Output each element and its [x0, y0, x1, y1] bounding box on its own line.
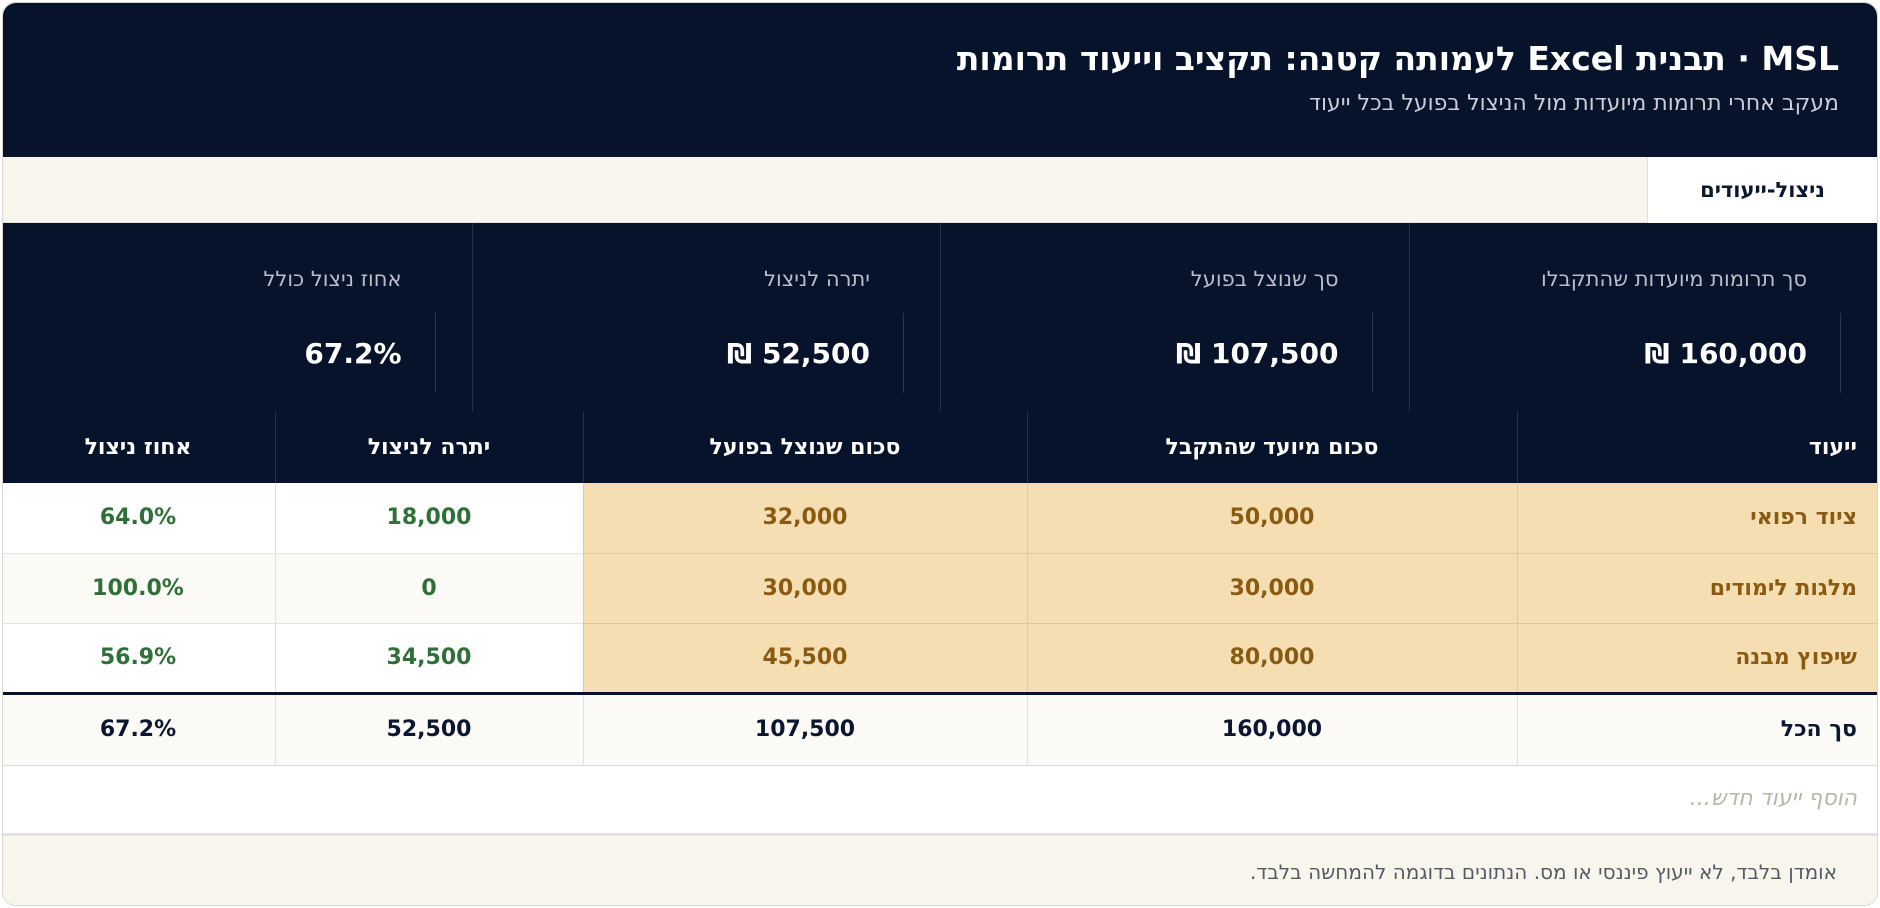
total-label: סך הכל — [1516, 691, 1877, 766]
add-designation-placeholder[interactable]: הוסף ייעוד חדש... — [1689, 785, 1857, 811]
cell-percent[interactable]: 56.9% — [3, 623, 275, 694]
table-row: מלגות לימודים 30,000 30,000 0 100.0% — [3, 553, 1877, 624]
cell-received[interactable]: 50,000 — [1026, 483, 1517, 554]
kpi-divider — [434, 313, 436, 393]
cell-used[interactable]: 32,000 — [582, 483, 1027, 554]
cell-used[interactable]: 45,500 — [582, 623, 1027, 694]
cell-remaining[interactable]: 0 — [274, 553, 583, 624]
tab-utilization[interactable]: ניצול-ייעודים — [1647, 157, 1877, 223]
total-percent[interactable]: 67.2% — [3, 691, 275, 766]
column-header-percent[interactable]: אחוז ניצול — [3, 411, 275, 483]
kpi-value: 160,000 ₪ — [1644, 337, 1807, 370]
disclaimer-text: אומדן בלבד, לא ייעוץ פיננסי או מס. הנתונ… — [1249, 859, 1837, 884]
cell-designation[interactable]: ציוד רפואי — [1516, 483, 1877, 554]
cell-used[interactable]: 30,000 — [582, 553, 1027, 624]
column-header-received[interactable]: סכום מיועד שהתקבל — [1026, 411, 1517, 483]
kpi-value: 67.2% — [304, 337, 402, 370]
kpi-value: 52,500 ₪ — [726, 337, 870, 370]
cell-received[interactable]: 30,000 — [1026, 553, 1517, 624]
kpi-total-received: סך תרומות מיועדות שהתקבלו 160,000 ₪ — [1408, 223, 1878, 411]
cell-remaining[interactable]: 18,000 — [274, 483, 583, 554]
cell-designation[interactable]: מלגות לימודים — [1516, 553, 1877, 624]
cell-percent[interactable]: 100.0% — [3, 553, 275, 624]
total-remaining[interactable]: 52,500 — [274, 691, 583, 766]
table-row: שיפוץ מבנה 80,000 45,500 34,500 56.9% — [3, 623, 1877, 694]
page-header: MSL · תבנית Excel לעמותה קטנה: תקציב ויי… — [3, 3, 1877, 157]
kpi-label: סך תרומות מיועדות שהתקבלו — [1540, 267, 1807, 291]
cell-percent[interactable]: 64.0% — [3, 483, 275, 554]
cell-received[interactable]: 80,000 — [1026, 623, 1517, 694]
kpi-label: אחוז ניצול כולל — [263, 267, 402, 291]
add-designation-row[interactable]: הוסף ייעוד חדש... — [3, 765, 1877, 836]
kpi-label: סך שנוצל בפועל — [1190, 267, 1339, 291]
kpi-divider — [1840, 313, 1841, 393]
column-header-remaining[interactable]: יתרה לניצול — [274, 411, 583, 483]
kpi-label: יתרה לניצול — [764, 267, 870, 291]
designations-table: ייעוד סכום מיועד שהתקבל סכום שנוצל בפועל… — [3, 411, 1877, 766]
table-row: ציוד רפואי 50,000 32,000 18,000 64.0% — [3, 483, 1877, 554]
disclaimer-footer: אומדן בלבד, לא ייעוץ פיננסי או מס. הנתונ… — [3, 835, 1877, 905]
kpi-remaining: יתרה לניצול 52,500 ₪ — [471, 223, 941, 411]
kpi-value: 107,500 ₪ — [1175, 337, 1339, 370]
cell-remaining[interactable]: 34,500 — [274, 623, 583, 694]
kpi-strip: סך תרומות מיועדות שהתקבלו 160,000 ₪ סך ש… — [3, 223, 1877, 411]
cell-designation[interactable]: שיפוץ מבנה — [1516, 623, 1877, 694]
total-received[interactable]: 160,000 — [1026, 691, 1517, 766]
total-row: סך הכל 160,000 107,500 52,500 67.2% — [3, 691, 1877, 766]
kpi-utilization-percent: אחוז ניצול כולל 67.2% — [3, 223, 472, 411]
total-used[interactable]: 107,500 — [582, 691, 1027, 766]
column-header-used[interactable]: סכום שנוצל בפועל — [582, 411, 1027, 483]
page-title: MSL · תבנית Excel לעמותה קטנה: תקציב ויי… — [956, 39, 1839, 78]
sheet-tab-bar: ניצול-ייעודים — [3, 157, 1877, 223]
column-header-designation[interactable]: ייעוד — [1516, 411, 1877, 483]
table-header-row: ייעוד סכום מיועד שהתקבל סכום שנוצל בפועל… — [3, 411, 1877, 483]
kpi-divider — [1371, 313, 1373, 393]
page-subtitle: מעקב אחרי תרומות מיועדות מול הניצול בפוע… — [1308, 91, 1839, 116]
kpi-total-used: סך שנוצל בפועל 107,500 ₪ — [940, 223, 1409, 411]
kpi-divider — [903, 313, 904, 393]
